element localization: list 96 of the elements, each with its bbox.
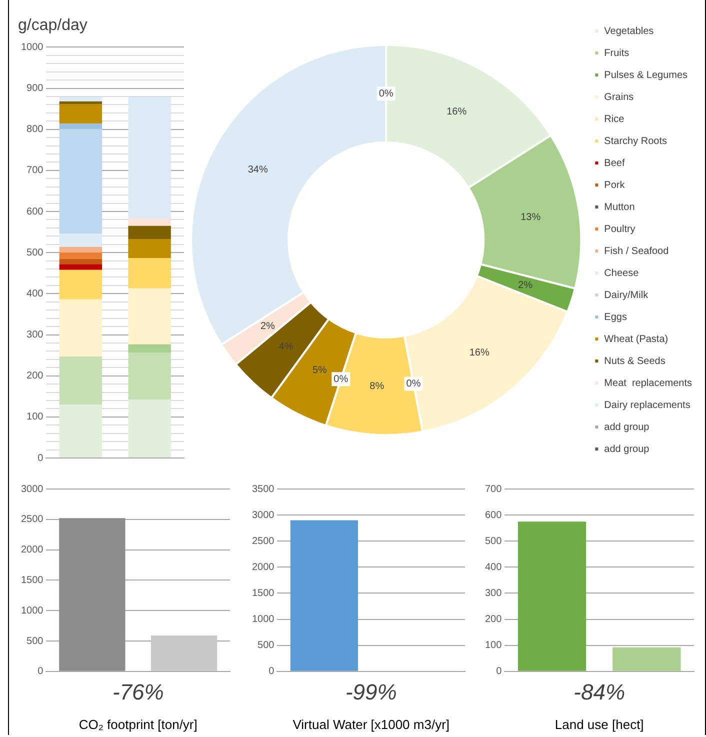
- text: 0%: [378, 88, 394, 100]
- data-label: 5%: [312, 365, 327, 376]
- legend-label: add group: [604, 422, 650, 433]
- bar: [59, 124, 102, 129]
- bar: [59, 258, 102, 264]
- y-tick-label: 100: [484, 640, 502, 652]
- bar: [59, 234, 102, 247]
- chart-title: g/cap/day: [18, 17, 88, 34]
- legend-label: Vegetables: [604, 26, 654, 37]
- y-tick-label: 1500: [252, 588, 275, 599]
- legend-label: Nuts & Seeds: [604, 356, 666, 367]
- y-tick-label: 0: [496, 666, 502, 678]
- bar: [59, 299, 102, 357]
- data-label: 16%: [469, 347, 490, 358]
- legend-label: Pulses & Legumes: [604, 70, 688, 81]
- y-tick-label: 400: [26, 288, 44, 300]
- y-tick-label: 700: [484, 484, 502, 495]
- x-axis-title: Land use [hect]: [554, 716, 644, 732]
- data-label: 34%: [248, 164, 268, 176]
- y-tick-label: 1000: [20, 605, 44, 616]
- y-tick-label: 0: [38, 452, 44, 464]
- y-tick-label: 600: [484, 510, 502, 521]
- text: -99%: [345, 680, 397, 705]
- y-tick-label: 600: [26, 206, 44, 218]
- y-tick-label: 300: [26, 330, 44, 341]
- bar: [59, 96, 102, 102]
- y-tick-label: 2500: [252, 536, 275, 547]
- text: 0%: [406, 378, 421, 390]
- y-tick-label: 300: [484, 588, 502, 599]
- legend-label: Grains: [604, 92, 634, 103]
- legend-label: add group: [604, 444, 650, 455]
- y-tick-label: 2000: [252, 562, 275, 573]
- y-tick-label: 400: [484, 562, 502, 573]
- y-tick-label: 100: [26, 412, 44, 423]
- y-tick-label: 700: [26, 165, 44, 176]
- text: -76%: [112, 680, 164, 705]
- bar: [59, 270, 102, 300]
- bar: [59, 101, 102, 104]
- data-label: 8%: [370, 380, 384, 392]
- bar: [59, 404, 102, 458]
- bar: [59, 128, 102, 234]
- bar: [128, 352, 171, 400]
- legend-label: Pork: [604, 180, 626, 191]
- y-tick-label: 3500: [252, 484, 275, 495]
- legend-label: Starchy Roots: [604, 136, 667, 147]
- y-tick-label: 200: [484, 614, 502, 626]
- bar: [59, 252, 102, 259]
- bar: [59, 246, 102, 253]
- legend-label: Mutton: [604, 202, 635, 213]
- legend-label: Dairy/Milk: [604, 290, 650, 301]
- legend-label: Cheese: [604, 268, 640, 279]
- legend-label: Eggs: [604, 312, 627, 323]
- y-tick-label: 2500: [20, 514, 44, 526]
- y-tick-label: 2000: [20, 544, 44, 556]
- legend-label: Poultry: [604, 224, 636, 235]
- legend-label: Dairy replacements: [604, 400, 690, 411]
- y-tick-label: 1000: [252, 614, 275, 626]
- text: -84%: [574, 680, 626, 705]
- x-axis-title: CO₂ footprint [ton/yr]: [78, 716, 198, 732]
- bar: [128, 400, 171, 458]
- data-label: 16%: [446, 106, 467, 118]
- y-tick-label: 3000: [20, 484, 44, 495]
- y-tick-label: 500: [258, 640, 275, 652]
- bar: [128, 288, 171, 344]
- y-tick-label: 0: [38, 666, 44, 678]
- bar: [128, 96, 171, 219]
- y-tick-label: 500: [26, 636, 44, 647]
- y-tick-label: 3000: [252, 510, 275, 521]
- legend-label: Rice: [604, 114, 625, 125]
- legend-label: Fruits: [604, 48, 630, 59]
- legend-label: Beef: [604, 158, 625, 169]
- legend-label: Meat replacements: [604, 378, 692, 389]
- bar: [128, 344, 171, 353]
- bar: [128, 239, 171, 258]
- text: 0%: [334, 374, 348, 385]
- bar: [59, 104, 102, 124]
- data-label: 2%: [260, 320, 276, 332]
- bar: [128, 226, 171, 240]
- y-tick-label: 1500: [20, 574, 44, 586]
- data-label: 4%: [278, 341, 294, 352]
- y-tick-label: 200: [26, 370, 44, 382]
- bar: [59, 356, 102, 405]
- bar: [59, 264, 102, 270]
- y-tick-label: 900: [26, 83, 44, 94]
- legend-label: Wheat (Pasta): [604, 334, 668, 345]
- legend-label: Fish / Seafood: [604, 246, 669, 257]
- x-axis-title: Virtual Water [x1000 m3/yr]: [292, 716, 450, 732]
- data-label: 2%: [518, 280, 533, 291]
- bar: [128, 258, 171, 288]
- data-label: 13%: [520, 212, 541, 223]
- y-tick-label: 1000: [20, 42, 44, 53]
- y-tick-label: 800: [26, 124, 44, 136]
- y-tick-label: 500: [484, 536, 502, 547]
- y-tick-label: 500: [26, 247, 44, 258]
- bar: [128, 218, 171, 226]
- y-tick-label: 0: [268, 666, 275, 678]
